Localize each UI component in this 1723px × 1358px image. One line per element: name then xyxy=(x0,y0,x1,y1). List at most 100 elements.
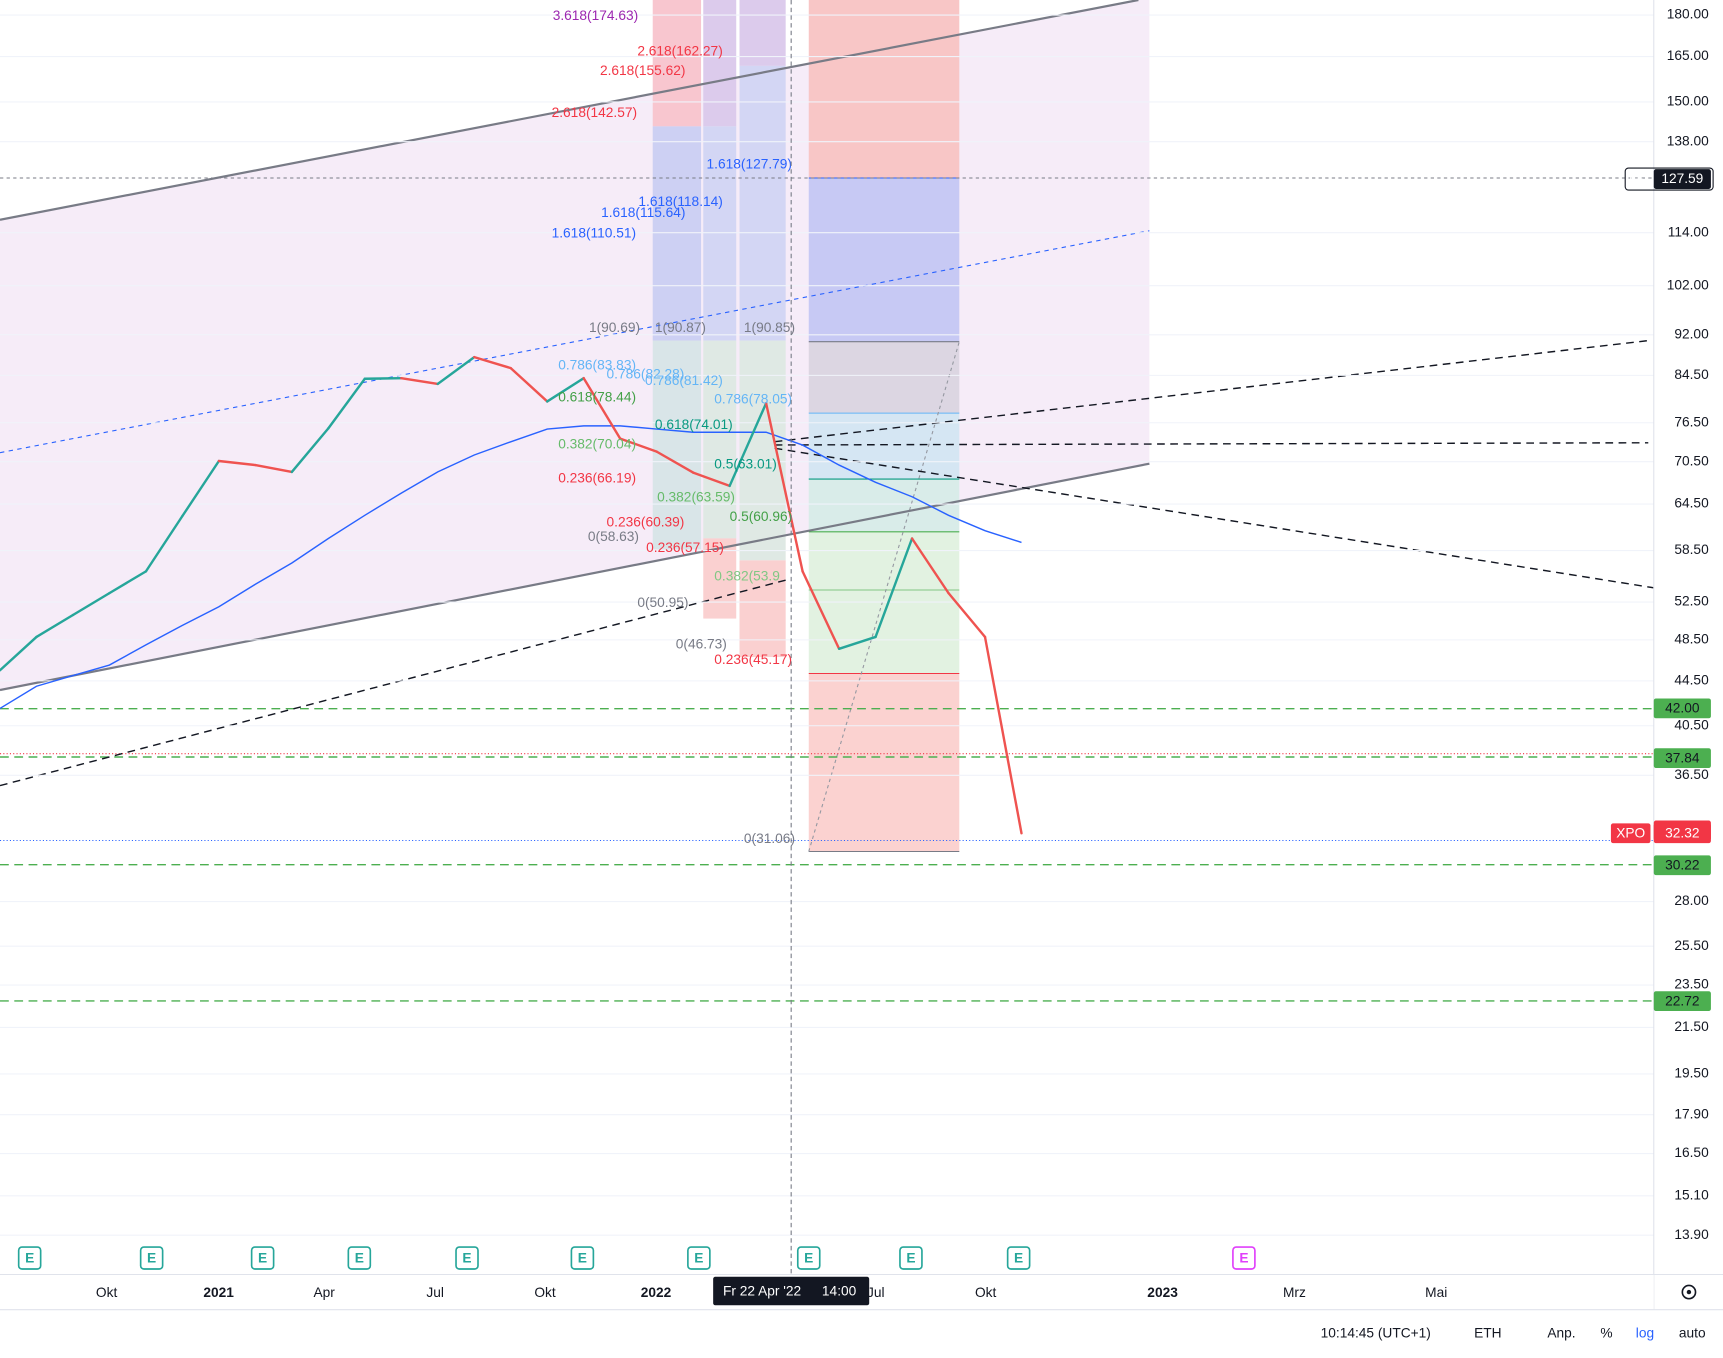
fib-label: 0(46.73) xyxy=(676,637,727,652)
time-label: Mrz xyxy=(1283,1285,1306,1300)
price-segment xyxy=(35,613,75,639)
earnings-marker[interactable] xyxy=(347,1246,372,1270)
fib-trend xyxy=(808,341,960,852)
price-segment xyxy=(71,591,111,617)
price-axis xyxy=(1653,0,1723,1310)
earnings-label: E xyxy=(1239,1251,1248,1266)
price-badge xyxy=(1653,698,1711,719)
fib-label: 0.382(63.59) xyxy=(657,489,735,504)
trend-line xyxy=(774,447,1654,589)
fib-label: 0(31.06) xyxy=(744,831,795,846)
fib-label: 1.618(127.79) xyxy=(707,156,792,171)
price-tick-label: 92.00 xyxy=(1674,326,1709,341)
price-segment xyxy=(874,537,914,639)
crosshair-time-box xyxy=(713,1276,870,1306)
log-toggle[interactable]: log xyxy=(1636,1325,1654,1340)
settings-icon[interactable] xyxy=(1681,1284,1697,1300)
add-alert-icon[interactable] xyxy=(1633,174,1643,184)
earnings-marker[interactable] xyxy=(139,1246,164,1270)
earnings-marker[interactable] xyxy=(570,1246,595,1270)
price-tick-label: 13.90 xyxy=(1674,1227,1709,1242)
trend-line xyxy=(774,442,1649,446)
price-segment xyxy=(618,437,658,453)
price-badge-label: 22.72 xyxy=(1665,993,1699,1008)
earnings-label: E xyxy=(694,1251,703,1266)
session-toggle[interactable]: ETH xyxy=(1474,1325,1501,1340)
fib-label: 0.618(78.44) xyxy=(558,389,636,404)
earnings-label: E xyxy=(1014,1251,1023,1266)
earnings-marker[interactable] xyxy=(1232,1246,1256,1270)
earnings-label: E xyxy=(258,1251,267,1266)
earnings-marker[interactable] xyxy=(455,1246,479,1270)
price-badge xyxy=(1653,169,1711,189)
fib-label: 2.618(162.27) xyxy=(637,43,722,58)
price-segment xyxy=(764,402,804,573)
earnings-marker[interactable] xyxy=(17,1246,42,1270)
price-tick-label: 44.50 xyxy=(1674,672,1709,687)
settings-icon[interactable] xyxy=(1686,1289,1692,1295)
time-label: Jul xyxy=(426,1285,444,1300)
fib-label: 0.236(57.15) xyxy=(646,540,724,555)
crosshair-time: 14:00 xyxy=(822,1284,857,1299)
price-tick-label: 84.50 xyxy=(1674,367,1709,382)
fib-label: 0.5(60.96) xyxy=(730,509,793,524)
trend-line xyxy=(0,230,1150,454)
price-segment xyxy=(801,570,841,650)
earnings-marker[interactable] xyxy=(687,1246,711,1270)
price-tick-label: 64.50 xyxy=(1674,496,1709,511)
fib-zone xyxy=(808,413,960,480)
fib-label: 1(90.87) xyxy=(655,320,706,335)
fib-zone xyxy=(703,538,737,619)
fib-zone xyxy=(808,341,960,414)
price-tick-label: 102.00 xyxy=(1667,277,1709,292)
price-segment xyxy=(947,591,987,639)
fib-label: 0.786(83.83) xyxy=(558,357,636,372)
price-tick-label: 40.50 xyxy=(1674,717,1709,732)
fib-label: 1.618(115.64) xyxy=(601,205,685,220)
fib-zone xyxy=(703,126,737,341)
price-tick-label: 19.50 xyxy=(1674,1066,1709,1081)
fib-label: 1.618(110.51) xyxy=(552,226,636,241)
earnings-label: E xyxy=(578,1251,587,1266)
trend-line xyxy=(0,0,1139,221)
time-label: Okt xyxy=(96,1285,118,1300)
time-label: Okt xyxy=(534,1285,556,1300)
fib-label: 0.382(70.04) xyxy=(558,437,636,452)
time-label: 2022 xyxy=(641,1285,672,1300)
adjust-toggle[interactable]: Anp. xyxy=(1547,1325,1575,1340)
fib-label: 0.236(60.39) xyxy=(607,515,685,530)
price-tick-label: 23.50 xyxy=(1674,977,1709,992)
earnings-label: E xyxy=(906,1251,915,1266)
price-tick-label: 28.00 xyxy=(1674,893,1709,908)
auto-toggle[interactable]: auto xyxy=(1679,1325,1706,1340)
price-tick-label: 165.00 xyxy=(1667,48,1709,63)
price-badge xyxy=(1653,748,1711,768)
settings-button[interactable] xyxy=(1681,1284,1697,1300)
fib-label: 0.618(74.01) xyxy=(655,417,733,432)
price-tick-label: 70.50 xyxy=(1674,453,1709,468)
add-alert-icon[interactable] xyxy=(1630,170,1647,188)
fib-zone xyxy=(652,0,702,127)
symbol-badge xyxy=(1610,823,1651,844)
price-segment xyxy=(363,376,403,380)
earnings-marker[interactable] xyxy=(250,1246,275,1270)
earnings-marker[interactable] xyxy=(796,1246,821,1270)
price-tick-label: 150.00 xyxy=(1667,94,1709,109)
fib-label: 3.618(174.63) xyxy=(553,8,638,23)
price-segment xyxy=(582,376,622,440)
earnings-marker[interactable] xyxy=(899,1246,923,1270)
time-label: 2021 xyxy=(203,1285,234,1300)
price-segment xyxy=(546,376,585,403)
status-bar: 10:14:45 (UTC+1) ETH Anp. % log auto xyxy=(1321,1325,1706,1340)
percent-toggle[interactable]: % xyxy=(1600,1325,1612,1340)
fib-zone xyxy=(703,340,737,539)
fib-label: 0.382(53.9 xyxy=(714,568,780,583)
price-segment xyxy=(837,635,877,650)
price-tick-label: 17.90 xyxy=(1674,1106,1709,1121)
crosshair-date: Fr 22 Apr '22 xyxy=(723,1284,801,1299)
price-segment xyxy=(0,635,38,672)
fib-zone xyxy=(739,560,786,658)
fib-zone xyxy=(703,0,737,127)
earnings-marker[interactable] xyxy=(1006,1246,1031,1270)
